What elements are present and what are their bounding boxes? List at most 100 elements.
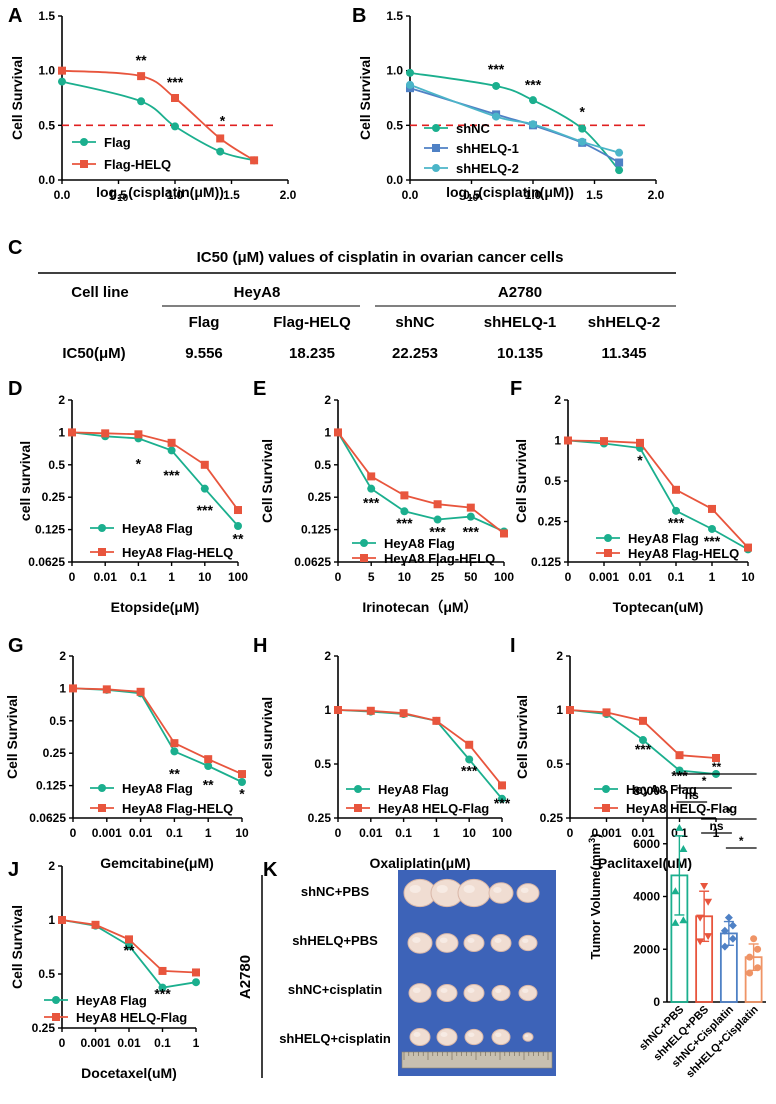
tumor-highlight [495,988,502,993]
legend-label: HeyA8 Flag [122,781,193,796]
tumor-highlight [522,938,529,943]
tumor-highlight [467,988,475,993]
photo-row-label: shNC+PBS [301,884,370,899]
table-cell: 9.556 [185,345,223,362]
chart-panel-a: 0.0 0.5 1.0 1.5 0.0 0.5 1.0 1.5 2.0 Cell Survival… [9,9,297,204]
table-row-label: IC50(μM) [62,345,125,362]
legend-label: shNC [456,121,491,136]
table-cell: 18.235 [289,345,335,362]
data-point [564,436,572,445]
chart-panel-d: 0.0625 0.125 0.25 0.5 1 2 0 0.01 0.1 1 10 100 cell s… [17,393,248,615]
chart-panel-b: 0.0 0.5 1.0 1.5 0.0 0.5 1.0 1.5 2.0 Cell Survival… [357,9,665,204]
y-tick-label: 0.25 [538,515,562,529]
data-point [137,72,146,81]
data-point [137,97,146,106]
x-tick-label: 0.01 [94,570,118,584]
significance-label: *** [494,795,511,811]
y-tick-label: 0.0625 [28,555,65,569]
data-point [700,882,709,890]
data-point [432,716,441,725]
y-tick-label: 0.0625 [294,555,331,569]
data-point [367,484,376,493]
series-line [61,69,255,162]
data-point [399,709,408,718]
tumor-grid [403,878,540,1046]
data-point [200,460,209,469]
table-col-header: shHELQ-1 [484,314,557,331]
data-point [250,156,259,165]
x-tick-label: 0.1 [166,826,183,840]
tumor-highlight [412,937,421,943]
x-tick-label: 100 [492,826,512,840]
tumor-highlight [524,1034,529,1037]
y-tick-label: 0.5 [314,757,331,771]
significance-label: ns [709,819,723,833]
tumor-highlight [463,885,475,893]
panel-letter-a: A [8,5,22,27]
data-point [578,124,587,133]
y-tick-label: 0.5 [546,757,563,771]
y-tick-label: 0.5 [38,118,55,132]
data-point [125,935,133,944]
y-axis-label: Cell Survival [4,695,20,779]
y-tick-label: 2 [58,393,65,407]
significance-label: *** [671,767,688,783]
x-tick-label: 0.1 [668,570,685,584]
data-point [216,134,225,143]
data-point [750,935,758,943]
data-point [433,500,442,509]
x-tick-label: 0.5 [110,188,127,202]
x-tick-label: 0 [69,570,76,584]
significance-label: *** [635,741,652,757]
tumor-highlight [440,988,448,993]
data-point [58,66,66,75]
legend-label: HeyA8 HELQ-Flag [378,801,489,816]
legend-marker [98,804,106,812]
tumor-photo-block: A2780 shNC+PBS shHELQ+PBS shNC+cisplatin… [237,870,556,1078]
data-point [724,913,733,922]
table-cell: 11.345 [601,345,646,362]
significance-label: ** [203,776,214,792]
data-point [69,684,77,693]
data-point [675,823,684,831]
tumor-highlight [493,887,502,893]
series-line [567,439,749,551]
significance-label: *** [463,523,480,539]
legend-marker [80,138,88,146]
x-axis-label: Irinotecan（μM） [362,599,477,615]
data-point [192,968,200,977]
table-col-header: Flag [189,314,220,331]
x-tick-label: 0.1 [154,1036,171,1050]
data-point [679,916,688,924]
chart-panel-e: 0.0625 0.125 0.25 0.5 1 2 0 5 10 25 50 100 Cell Surv… [259,393,514,615]
data-point [216,147,225,156]
tumor [436,984,458,1002]
x-tick-label: 1 [168,570,175,584]
table-cell: 22.253 [392,345,438,362]
significance-label: * [637,452,643,468]
y-tick-label: 0.25 [308,490,332,504]
y-tick-label: 0.0 [38,173,55,187]
data-point [500,529,508,538]
significance-label: *** [363,495,380,511]
y-tick-label: 6000 [633,837,660,851]
significance-label: *** [167,74,184,90]
significance-label: * [136,456,142,472]
tumor-highlight [468,1032,475,1037]
y-tick-label: 1.5 [386,9,403,23]
tumor [408,983,432,1003]
y-tick-label: 0.0625 [29,811,66,825]
legend-label: HeyA8 Flag-HELQ [122,801,233,816]
data-point [529,96,537,105]
y-tick-label: 1 [58,425,65,439]
panel-letter-i: I [510,635,516,657]
y-tick-label: 2 [59,649,66,663]
data-point [566,706,574,714]
data-point [744,543,752,552]
x-tick-label: 5 [368,570,375,584]
panel-letter-f: F [510,378,522,400]
table-col-header: shNC [395,314,434,331]
y-tick-label: 0.25 [308,811,332,825]
x-tick-label: 0.1 [130,570,147,584]
